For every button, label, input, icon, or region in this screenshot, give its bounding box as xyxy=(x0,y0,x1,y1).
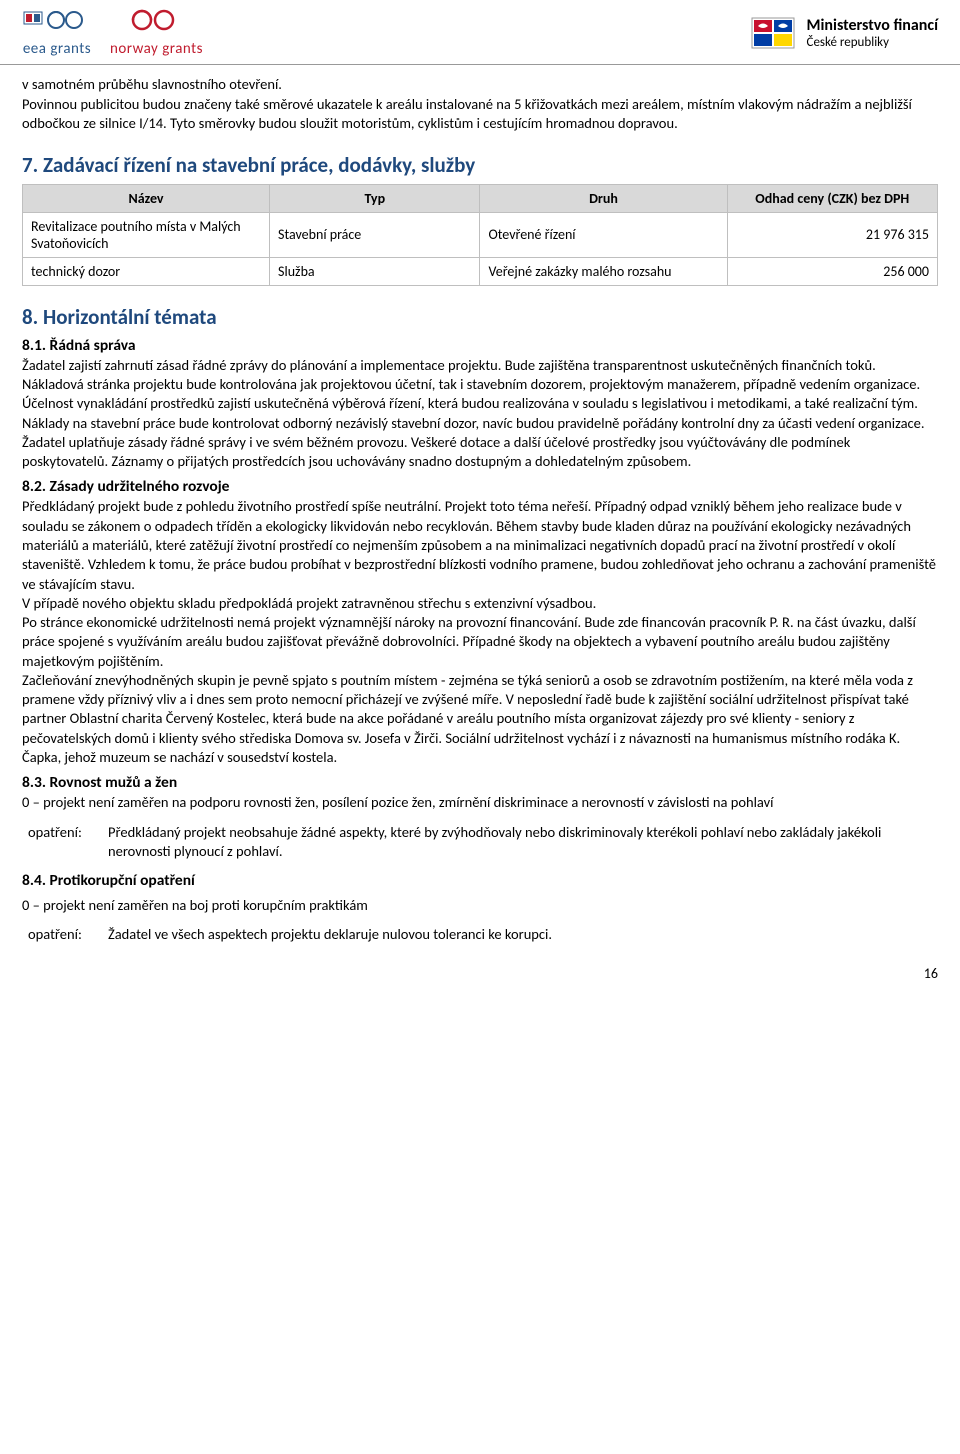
sub-8-2-body: Předkládaný projekt bude z pohledu život… xyxy=(22,497,938,767)
sub-8-3-title: 8.3. Rovnost mužů a žen xyxy=(22,773,938,792)
opatreni-text: Žadatel ve všech aspektech projektu dekl… xyxy=(102,921,938,948)
cell-type: Služba xyxy=(270,257,480,285)
opatreni-label: opatření: xyxy=(22,819,102,866)
ministry-sub: České republiky xyxy=(807,35,938,50)
opatreni-text: Předkládaný projekt neobsahuje žádné asp… xyxy=(102,819,938,866)
sub-8-3-kv: opatření: Předkládaný projekt neobsahuje… xyxy=(22,819,938,866)
sub-8-2-title: 8.2. Zásady udržitelného rozvoje xyxy=(22,477,938,496)
header-left-logos: eea grants norway grants xyxy=(22,8,203,58)
sub-8-1-body: Žadatel zajistí zahrnutí zásad řádné zpr… xyxy=(22,356,938,472)
section8-title: 8. Horizontální témata xyxy=(22,304,938,330)
ministry-block: Ministerstvo financí České republiky xyxy=(807,16,938,50)
sub-8-4-kv: opatření: Žadatel ve všech aspektech pro… xyxy=(22,921,938,948)
cell-type: Stavební práce xyxy=(270,212,480,257)
page-header: eea grants norway grants Ministerstvo fi… xyxy=(0,0,960,65)
cell-price: 256 000 xyxy=(727,257,937,285)
th-name: Název xyxy=(23,184,270,212)
page-number: 16 xyxy=(0,961,960,994)
cell-name: technický dozor xyxy=(23,257,270,285)
sub-8-1-title: 8.1. Řádná správa xyxy=(22,336,938,355)
norway-grants-logo: norway grants xyxy=(110,8,203,58)
cell-price: 21 976 315 xyxy=(727,212,937,257)
norway-icon xyxy=(122,8,192,40)
th-price: Odhad ceny (CZK) bez DPH xyxy=(727,184,937,212)
th-kind: Druh xyxy=(480,184,727,212)
eea-icon xyxy=(22,8,92,40)
page-content: v samotném průběhu slavnostního otevření… xyxy=(0,65,960,961)
ministry-name: Ministerstvo financí xyxy=(807,16,938,35)
sub-8-4-line: 0 – projekt není zaměřen na boj proti ko… xyxy=(22,896,938,915)
cz-coat-of-arms-icon xyxy=(751,17,795,49)
cell-kind: Otevřené řízení xyxy=(480,212,727,257)
header-right-ministry: Ministerstvo financí České republiky xyxy=(751,16,938,50)
intro-paragraph: v samotném průběhu slavnostního otevření… xyxy=(22,75,938,134)
cell-kind: Veřejné zakázky malého rozsahu xyxy=(480,257,727,285)
cell-name: Revitalizace poutního místa v Malých Sva… xyxy=(23,212,270,257)
table-row: Revitalizace poutního místa v Malých Sva… xyxy=(23,212,938,257)
procurement-table: Název Typ Druh Odhad ceny (CZK) bez DPH … xyxy=(22,184,938,286)
sub-8-4-title: 8.4. Protikorupční opatření xyxy=(22,871,938,890)
section7-title: 7. Zadávací řízení na stavební práce, do… xyxy=(22,152,938,178)
eea-grants-logo: eea grants xyxy=(22,8,92,58)
norway-label: norway grants xyxy=(110,40,203,58)
sub-8-3-line: 0 – projekt není zaměřen na podporu rovn… xyxy=(22,793,938,812)
table-row: technický dozor Služba Veřejné zakázky m… xyxy=(23,257,938,285)
opatreni-label: opatření: xyxy=(22,921,102,948)
eea-label: eea grants xyxy=(23,40,91,58)
th-type: Typ xyxy=(270,184,480,212)
table-header-row: Název Typ Druh Odhad ceny (CZK) bez DPH xyxy=(23,184,938,212)
